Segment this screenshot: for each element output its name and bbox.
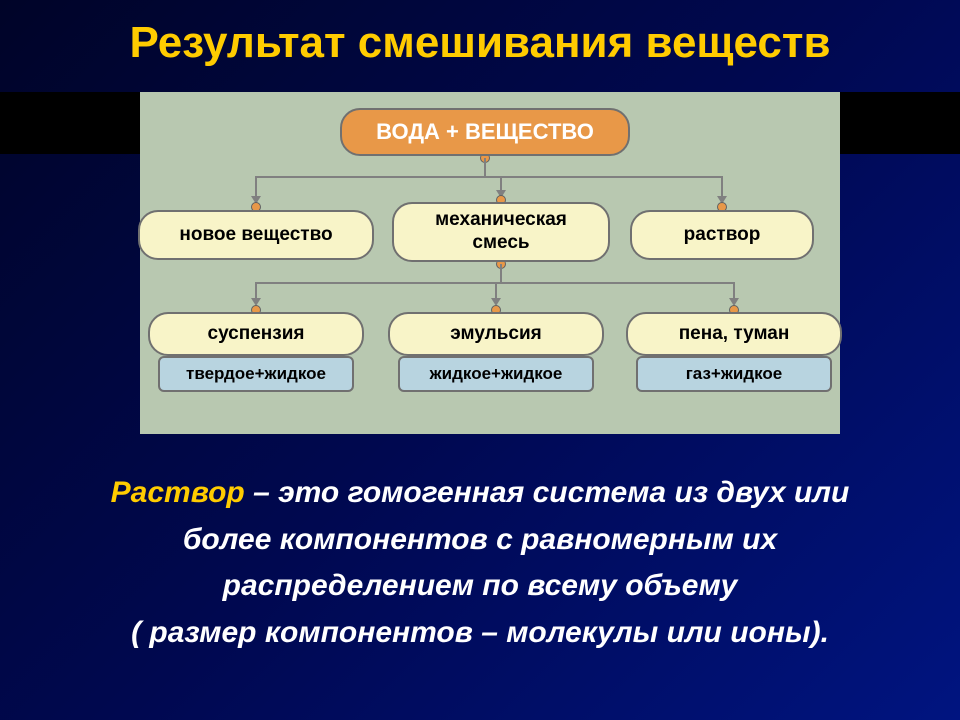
node-suspension: суспензия (148, 312, 364, 356)
connector-line (484, 158, 486, 176)
definition-accent: Раствор (111, 476, 245, 509)
node-mechanical-mix: механическая смесь (392, 202, 610, 262)
node-root: ВОДА + ВЕЩЕСТВО (340, 108, 630, 156)
definition-line1: – это гомогенная система из двух или (245, 476, 850, 509)
node-emulsion: эмульсия (388, 312, 604, 356)
connector-line (500, 264, 502, 282)
subnode-emulsion: жидкое+жидкое (398, 356, 594, 392)
connector-line (721, 176, 723, 198)
node-new-substance: новое вещество (138, 210, 374, 260)
definition-line4: ( размер компонентов – молекулы или ионы… (131, 616, 829, 649)
definition-line2: более компонентов с равномерным их (183, 523, 777, 556)
connector-line (256, 176, 722, 178)
subnode-foam: газ+жидкое (636, 356, 832, 392)
definition-line3: распределением по всему объему (223, 569, 738, 602)
definition-text: Раствор – это гомогенная система из двух… (30, 470, 930, 656)
node-foam: пена, туман (626, 312, 842, 356)
connector-line (255, 176, 257, 198)
page-title: Результат смешивания веществ (0, 0, 960, 80)
flowchart: ВОДА + ВЕЩЕСТВО новое вещество механичес… (0, 92, 960, 434)
subnode-suspension: твердое+жидкое (158, 356, 354, 392)
node-solution: раствор (630, 210, 814, 260)
